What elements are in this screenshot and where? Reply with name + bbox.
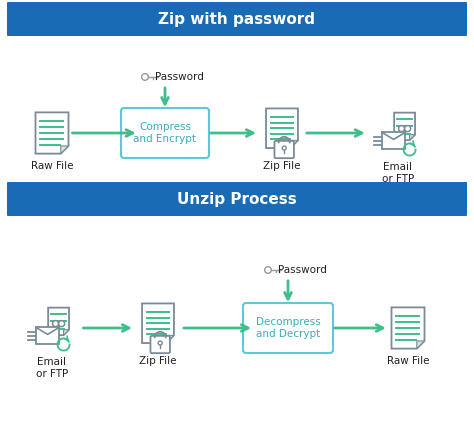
FancyBboxPatch shape [7,2,467,36]
Polygon shape [410,135,415,140]
FancyBboxPatch shape [150,336,170,353]
FancyBboxPatch shape [7,182,467,216]
Circle shape [53,321,59,327]
Text: Compress
and Encrypt: Compress and Encrypt [134,121,197,144]
Text: Unzip Process: Unzip Process [177,192,297,206]
FancyBboxPatch shape [274,141,294,158]
Text: Email
or FTP: Email or FTP [382,162,414,184]
FancyBboxPatch shape [382,132,405,149]
Polygon shape [48,308,69,335]
FancyBboxPatch shape [121,108,209,158]
Polygon shape [417,341,425,349]
Circle shape [142,74,148,80]
Text: Zip File: Zip File [139,355,177,365]
Polygon shape [266,108,298,148]
Text: Password: Password [155,72,204,82]
Polygon shape [394,113,415,140]
Circle shape [158,341,162,345]
Text: Raw File: Raw File [31,160,73,170]
Text: Decompress
and Decrypt: Decompress and Decrypt [255,316,320,339]
Polygon shape [36,113,69,154]
FancyBboxPatch shape [243,303,333,353]
Text: Raw File: Raw File [387,355,429,365]
Text: Zip File: Zip File [263,160,301,170]
FancyBboxPatch shape [36,327,59,344]
Circle shape [399,126,405,132]
Circle shape [59,321,64,327]
Polygon shape [392,308,425,349]
Polygon shape [64,330,69,335]
Circle shape [405,126,410,132]
Text: Password: Password [278,265,327,275]
Circle shape [282,146,286,150]
Text: Email
or FTP: Email or FTP [36,357,68,379]
Text: Zip with password: Zip with password [158,11,316,27]
Polygon shape [290,140,298,148]
Circle shape [264,266,271,273]
Polygon shape [166,335,174,343]
Polygon shape [142,303,174,343]
Polygon shape [61,146,69,154]
